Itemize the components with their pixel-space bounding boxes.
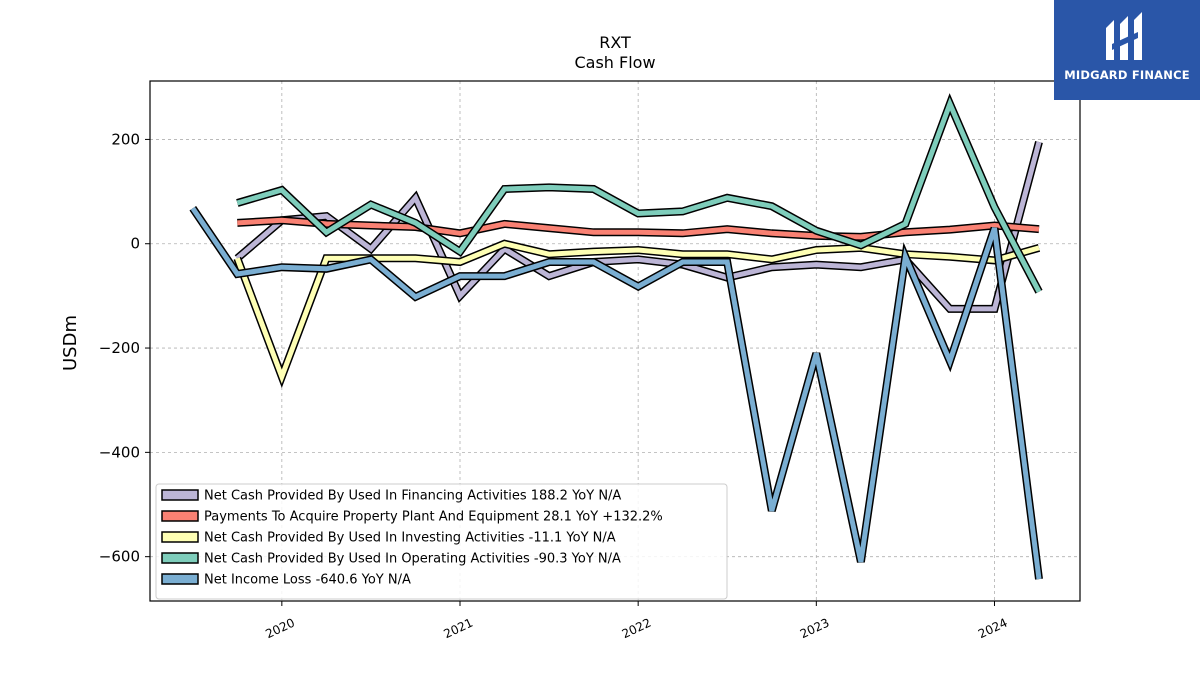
series-lines (189, 93, 1043, 580)
y-tick-label: 200 (111, 130, 140, 148)
y-tick-label: −200 (99, 339, 140, 357)
legend-swatch (161, 489, 199, 501)
legend-entry: Payments To Acquire Property Plant And E… (204, 510, 663, 525)
legend-swatch (161, 552, 199, 564)
chart-subtitle: Cash Flow (574, 53, 655, 72)
legend-entry: Net Cash Provided By Used In Investing A… (204, 531, 616, 546)
y-axis-label: USDm (60, 315, 81, 371)
legend-box (155, 483, 728, 600)
legend-entry: Net Cash Provided By Used In Operating A… (204, 552, 621, 567)
y-tick-label: −600 (99, 548, 140, 566)
legend-entry: Net Cash Provided By Used In Financing A… (204, 489, 621, 504)
legend-entry: Net Income Loss -640.6 YoY N/A (204, 573, 411, 588)
legend: Net Cash Provided By Used In Financing A… (155, 483, 728, 600)
legend-swatch (161, 531, 199, 543)
y-tick-label: 0 (130, 235, 140, 253)
x-tick-label: 2021 (442, 616, 476, 642)
x-tick-label: 2022 (620, 616, 654, 642)
series-line-3 (236, 97, 1042, 293)
brand-logo: MIDGARD FINANCE (1054, 0, 1200, 100)
series-line-1 (237, 217, 1040, 240)
brand-logo-icon (1106, 12, 1142, 60)
x-tick-label: 2024 (976, 616, 1010, 642)
x-tick-label: 2020 (263, 616, 297, 642)
brand-name: MIDGARD FINANCE (1064, 68, 1190, 82)
legend-swatch (161, 573, 199, 585)
chart-title: RXT (599, 33, 631, 52)
y-tick-label: −400 (99, 443, 140, 461)
axes-frame (149, 80, 1081, 602)
x-tick-label: 2023 (798, 616, 832, 642)
series-line-4 (190, 206, 1042, 580)
legend-swatch (161, 510, 199, 522)
